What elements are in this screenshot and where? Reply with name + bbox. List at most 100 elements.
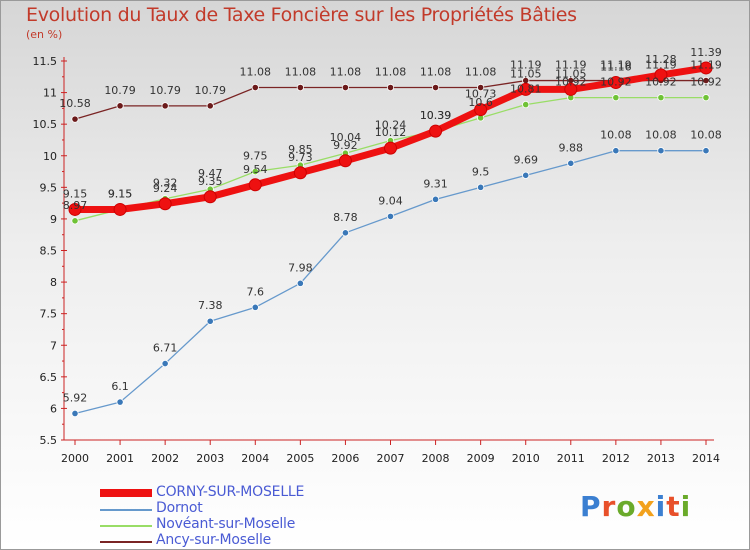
data-label-corny-sur-moselle: 9.92 — [333, 139, 358, 152]
data-label-noveant-sur-moselle: 10.92 — [600, 76, 632, 89]
data-label-corny-sur-moselle: 9.24 — [153, 182, 178, 195]
data-point-dornot — [386, 212, 395, 220]
y-tick-label: 7.5 — [40, 308, 58, 321]
data-label-noveant-sur-moselle: 10.92 — [555, 76, 587, 89]
data-point-corny-sur-moselle — [158, 197, 172, 211]
data-point-ancy-sur-moselle — [386, 83, 395, 92]
chart-unit: (en %) — [26, 28, 63, 41]
x-tick-label: 2001 — [106, 452, 134, 465]
x-tick-label: 2009 — [467, 452, 495, 465]
legend-label-ancy: Ancy-sur-Moselle — [156, 532, 272, 548]
data-label-corny-sur-moselle: 11.28 — [645, 53, 677, 66]
data-label-noveant-sur-moselle: 9.85 — [288, 143, 313, 156]
data-label-ancy-sur-moselle: 11.19 — [510, 59, 542, 72]
y-tick-label: 11 — [43, 87, 57, 100]
data-label-ancy-sur-moselle: 11.19 — [555, 59, 587, 72]
data-point-dornot — [702, 147, 710, 155]
series-lines — [68, 61, 713, 418]
y-tick-label: 9 — [50, 213, 57, 226]
data-label-noveant-sur-moselle: 10.92 — [645, 76, 677, 89]
x-tick-label: 2006 — [331, 452, 359, 465]
x-tick-label: 2008 — [422, 452, 450, 465]
data-label-noveant-sur-moselle: 10.92 — [690, 76, 722, 89]
data-point-dornot — [71, 409, 79, 418]
legend-swatch-dornot — [100, 509, 152, 511]
legend-swatch-ancy — [100, 541, 152, 543]
x-tick-label: 2014 — [692, 452, 720, 465]
data-label-corny-sur-moselle: 11.05 — [510, 67, 542, 80]
data-label-ancy-sur-moselle: 11.08 — [240, 66, 272, 79]
data-label-corny-sur-moselle: 11.39 — [690, 46, 722, 59]
data-label-ancy-sur-moselle: 11.08 — [420, 66, 452, 79]
logo-letter: x — [636, 490, 656, 523]
data-label-ancy-sur-moselle: 11.08 — [285, 66, 317, 79]
data-point-ancy-sur-moselle — [431, 83, 440, 92]
data-label-ancy-sur-moselle: 11.19 — [600, 59, 632, 72]
data-point-ancy-sur-moselle — [251, 83, 259, 92]
data-label-dornot: 10.08 — [690, 129, 722, 142]
data-point-corny-sur-moselle — [519, 82, 533, 96]
logo-letter: i — [680, 490, 692, 523]
data-label-dornot: 10.08 — [645, 129, 677, 142]
chart-title: Evolution du Taux de Taxe Foncière sur l… — [26, 4, 577, 26]
data-point-noveant-sur-moselle — [657, 94, 665, 102]
data-point-corny-sur-moselle — [293, 166, 307, 180]
x-tick-label: 2011 — [557, 452, 585, 465]
data-point-noveant-sur-moselle — [612, 94, 620, 102]
data-label-corny-sur-moselle: 10.39 — [420, 109, 452, 122]
data-point-corny-sur-moselle — [474, 103, 488, 117]
x-tick-label: 2002 — [151, 452, 179, 465]
data-label-ancy-sur-moselle: 11.08 — [330, 66, 362, 79]
data-point-dornot — [567, 159, 575, 167]
data-labels: 10.58 10.79 10.79 10.79 11.08 11.08 11.08 11.08… — [59, 46, 722, 405]
data-point-noveant-sur-moselle — [702, 94, 710, 102]
data-label-noveant-sur-moselle: 9.32 — [153, 177, 178, 190]
data-label-noveant-sur-moselle: 10.81 — [510, 83, 542, 96]
data-point-corny-sur-moselle — [609, 75, 623, 89]
x-tick-label: 2013 — [647, 452, 675, 465]
data-label-noveant-sur-moselle: 10.24 — [375, 119, 407, 132]
data-label-corny-sur-moselle: 10.73 — [465, 88, 497, 101]
y-tick-label: 10 — [43, 150, 57, 163]
data-point-corny-sur-moselle — [248, 178, 262, 192]
data-point-dornot — [612, 147, 620, 155]
data-label-dornot: 7.38 — [198, 299, 223, 312]
data-point-dornot — [431, 195, 440, 203]
logo-letter: r — [601, 490, 617, 523]
data-label-corny-sur-moselle: 9.35 — [198, 175, 223, 188]
data-label-ancy-sur-moselle: 10.79 — [149, 84, 181, 97]
data-point-ancy-sur-moselle — [71, 115, 79, 123]
data-label-corny-sur-moselle: 10.12 — [375, 126, 407, 139]
data-label-ancy-sur-moselle: 11.19 — [690, 59, 722, 72]
data-label-dornot: 7.98 — [288, 261, 313, 274]
data-label-ancy-sur-moselle: 10.79 — [104, 84, 136, 97]
data-label-dornot: 6.1 — [111, 380, 129, 393]
y-tick-label: 7 — [50, 339, 57, 352]
data-point-ancy-sur-moselle — [341, 83, 350, 92]
x-tick-label: 2007 — [377, 452, 405, 465]
data-point-ancy-sur-moselle — [296, 83, 304, 92]
logo-letter: i — [655, 490, 667, 523]
data-point-corny-sur-moselle — [68, 202, 82, 216]
data-label-corny-sur-moselle: 9.15 — [63, 187, 88, 200]
data-label-noveant-sur-moselle: 8.97 — [63, 199, 88, 212]
legend-swatch-corny — [100, 489, 152, 497]
y-tick-label: 6 — [50, 402, 57, 415]
proxiti-logo: Proxiti — [580, 490, 691, 523]
data-label-dornot: 7.6 — [247, 285, 265, 298]
axes: 5.5 6 6.5 7 7.5 8 8.5 9 9.5 10 10.5 11 11.5 2000 2001 2… — [33, 55, 721, 465]
data-label-dornot: 9.88 — [559, 141, 584, 154]
data-point-ancy-sur-moselle — [161, 102, 169, 110]
data-point-ancy-sur-moselle — [116, 102, 124, 110]
data-point-corny-sur-moselle — [203, 190, 217, 204]
data-label-dornot: 6.71 — [153, 342, 178, 355]
data-label-ancy-sur-moselle: 11.08 — [465, 66, 497, 79]
x-tick-label: 2010 — [512, 452, 540, 465]
legend-label-noveant: Novéant-sur-Moselle — [156, 516, 296, 532]
data-label-dornot: 9.04 — [378, 194, 403, 207]
data-label-noveant-sur-moselle: 10.39 — [420, 109, 452, 122]
x-tick-label: 2003 — [196, 452, 224, 465]
data-label-corny-sur-moselle: 9.15 — [108, 187, 133, 200]
